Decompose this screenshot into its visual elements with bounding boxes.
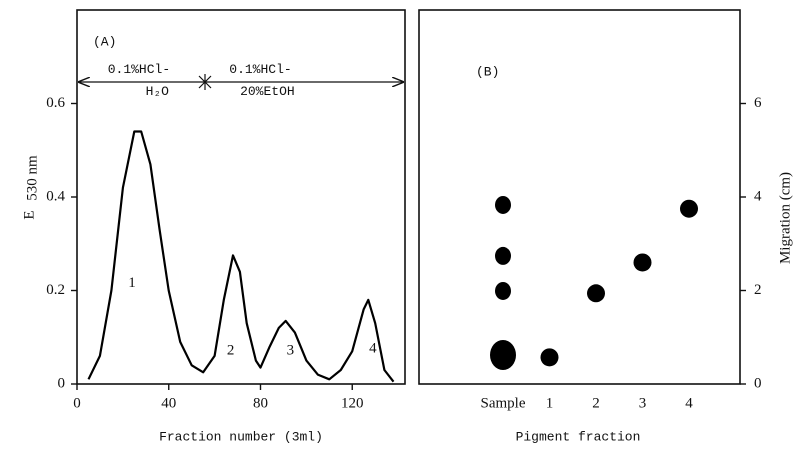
x-axis-label: Pigment fraction xyxy=(516,429,641,444)
annotation: 0.1%HCl- xyxy=(108,62,170,77)
page: (A) (B) Fraction number (3ml) Pigment fr… xyxy=(0,0,797,451)
pigment-spot xyxy=(495,282,511,300)
y-tick-label: 0.2 xyxy=(46,282,65,298)
x-tick-label: 0 xyxy=(73,395,81,411)
y-tick-label: 0.4 xyxy=(46,188,65,204)
panel-b-frame xyxy=(419,10,740,384)
y-tick-label: 0 xyxy=(58,375,66,391)
annotation: 2 xyxy=(227,343,235,359)
pigment-spot xyxy=(634,253,652,271)
x-tick-label: 2 xyxy=(592,395,600,411)
panel-label: (A) xyxy=(93,34,116,49)
y-axis-label-sub: 530 nm xyxy=(24,155,40,201)
annotation: 0.1%HCl- xyxy=(229,62,291,77)
y-tick-label: 2 xyxy=(754,282,762,298)
y-tick-label: 6 xyxy=(754,95,762,111)
pigment-spot xyxy=(541,348,559,366)
y-axis-label: E xyxy=(21,210,37,219)
pigment-spot xyxy=(680,200,698,218)
x-tick-label: 40 xyxy=(161,395,176,411)
y-axis-label: Migration (cm) xyxy=(777,172,793,264)
x-tick-label: 80 xyxy=(253,395,268,411)
y-tick-label: 4 xyxy=(754,188,762,204)
annotation: 20%EtOH xyxy=(240,84,295,99)
y-tick-label: 0.6 xyxy=(46,95,65,111)
pigment-spot xyxy=(587,284,605,302)
figure: (A) (B) Fraction number (3ml) Pigment fr… xyxy=(0,0,797,451)
annotation: 1 xyxy=(128,275,136,291)
x-tick-label: 120 xyxy=(341,395,364,411)
annotation: 4 xyxy=(369,340,377,356)
annotation: H₂O xyxy=(146,84,170,99)
pigment-spot xyxy=(495,196,511,214)
pigment-spot xyxy=(490,340,516,370)
pigment-spot xyxy=(495,247,511,265)
y-tick-label: 0 xyxy=(754,375,762,391)
x-tick-label: Sample xyxy=(481,395,526,411)
x-tick-label: 1 xyxy=(546,395,554,411)
panel-label: (B) xyxy=(476,64,499,79)
x-tick-label: 4 xyxy=(685,395,693,411)
annotation: 3 xyxy=(287,343,295,359)
x-tick-label: 3 xyxy=(639,395,647,411)
x-axis-label: Fraction number (3ml) xyxy=(159,429,323,444)
absorbance-curve xyxy=(89,132,394,382)
